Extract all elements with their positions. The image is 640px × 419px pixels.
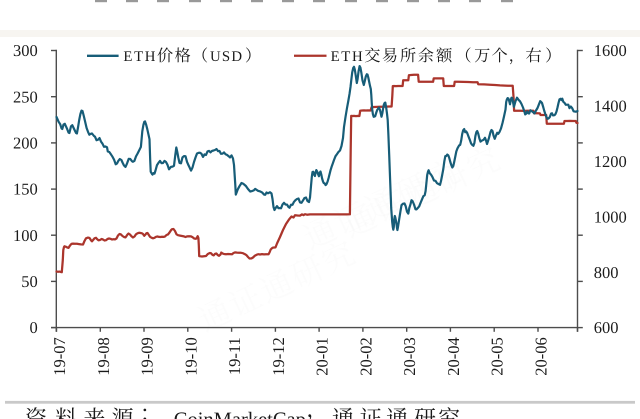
svg-text:ETH: ETH <box>123 49 157 65</box>
svg-text:19-12: 19-12 <box>269 337 288 376</box>
svg-text:19-08: 19-08 <box>94 337 113 376</box>
svg-text:250: 250 <box>13 87 38 106</box>
svg-text:1400: 1400 <box>594 97 627 116</box>
svg-text:300: 300 <box>13 41 38 60</box>
svg-text:800: 800 <box>594 263 619 282</box>
svg-text:20-02: 20-02 <box>356 337 375 376</box>
svg-text:0: 0 <box>30 318 38 337</box>
svg-text:150: 150 <box>13 180 38 199</box>
svg-text:1200: 1200 <box>594 152 627 171</box>
svg-text:19-07: 19-07 <box>50 337 69 376</box>
svg-text:19-11: 19-11 <box>225 337 244 375</box>
svg-text:ETH: ETH <box>331 49 365 65</box>
svg-text:20-01: 20-01 <box>313 337 332 376</box>
svg-text:USD: USD <box>210 49 243 65</box>
svg-text:1600: 1600 <box>594 41 627 60</box>
svg-text:20-05: 20-05 <box>488 337 507 376</box>
svg-text:20-06: 20-06 <box>532 337 551 376</box>
svg-text:600: 600 <box>594 318 619 337</box>
svg-text:50: 50 <box>21 272 38 291</box>
svg-text:19-10: 19-10 <box>181 337 200 376</box>
svg-text:20-04: 20-04 <box>444 337 463 376</box>
svg-text:20-03: 20-03 <box>400 337 419 376</box>
svg-text:CoinMarketCap: CoinMarketCap <box>174 409 306 419</box>
svg-text:19-09: 19-09 <box>138 337 157 376</box>
svg-text:200: 200 <box>13 134 38 153</box>
svg-text:100: 100 <box>13 226 38 245</box>
svg-text:1000: 1000 <box>594 207 627 226</box>
